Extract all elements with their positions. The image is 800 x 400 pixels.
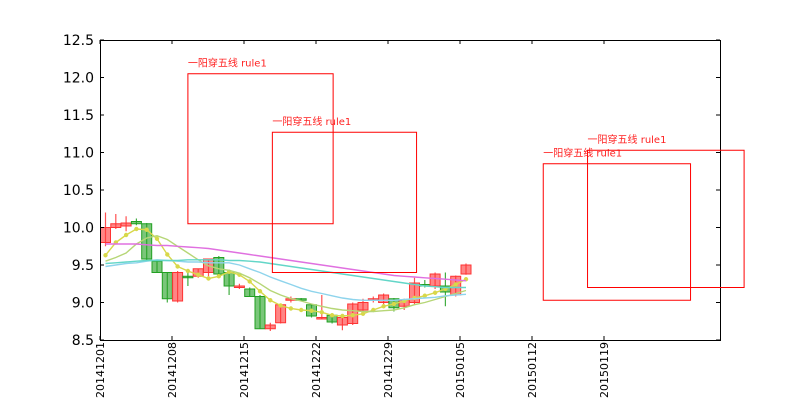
annotation-label: 一阳穿五线 rule1 xyxy=(188,57,267,70)
candle-body xyxy=(213,257,225,275)
candle-body xyxy=(254,296,266,330)
ma-point xyxy=(453,282,458,287)
candle-body xyxy=(264,324,276,330)
candle xyxy=(254,295,266,330)
ma-point xyxy=(154,236,160,241)
x-tick-label: 20141208 xyxy=(166,342,179,398)
x-tick-label: 20141229 xyxy=(382,342,395,398)
ma-line xyxy=(105,243,467,282)
annotation-box xyxy=(587,149,745,288)
candle-body xyxy=(378,294,390,303)
ma-point xyxy=(144,227,149,232)
candle xyxy=(409,277,420,305)
candle-body xyxy=(161,272,173,300)
annotation-box xyxy=(187,73,334,225)
x-tick-label: 20150105 xyxy=(454,342,467,398)
ma-point xyxy=(103,253,108,258)
candle-body xyxy=(244,288,256,297)
candle xyxy=(151,260,163,273)
ma-point xyxy=(268,298,273,303)
candle xyxy=(120,216,132,232)
ma-point xyxy=(299,307,304,313)
candle xyxy=(130,218,142,226)
candle xyxy=(172,271,184,303)
candle-body xyxy=(151,260,163,273)
ma-point xyxy=(175,264,180,269)
x-tick-label: 20150112 xyxy=(526,342,539,398)
x-tick-label: 20141215 xyxy=(238,342,251,398)
candle xyxy=(182,272,194,286)
ma-point xyxy=(422,293,427,298)
ma-point xyxy=(257,289,263,294)
ma-line xyxy=(105,259,466,289)
y-tick-label: 10.0 xyxy=(63,221,94,237)
annotation-label: 一阳穿五线 rule1 xyxy=(272,115,351,128)
y-tick-label: 12.0 xyxy=(63,71,94,87)
ma-point xyxy=(247,279,252,284)
candle xyxy=(233,283,245,289)
annotation-label: 一阳穿五线 rule1 xyxy=(543,147,622,160)
annotation: 一阳穿五线 rule1 xyxy=(271,115,418,273)
candle xyxy=(264,322,276,331)
ma-line xyxy=(105,234,467,313)
candle-body xyxy=(429,273,441,287)
y-tick-label: 9.0 xyxy=(72,296,94,312)
candle xyxy=(378,293,390,304)
candle-body xyxy=(110,223,122,228)
candle-body xyxy=(130,221,142,225)
ma-point xyxy=(309,308,314,313)
candle xyxy=(161,272,173,303)
candle-body xyxy=(100,227,111,243)
x-tick-label: 20150119 xyxy=(598,342,611,398)
candle-body xyxy=(409,282,420,303)
ma-point xyxy=(185,268,191,274)
x-tick-label: 20141222 xyxy=(310,342,323,398)
ma-point xyxy=(288,306,294,311)
y-tick-label: 8.5 xyxy=(72,333,94,349)
ma-point xyxy=(340,313,345,319)
candle-body xyxy=(120,222,132,227)
ma-point xyxy=(391,301,397,307)
annotation: 一阳穿五线 rule1 xyxy=(587,133,745,288)
ma-point xyxy=(278,303,283,308)
y-tick-label: 11.5 xyxy=(63,108,94,124)
candle-body xyxy=(357,302,369,311)
annotation-box xyxy=(271,131,418,273)
y-tick-label: 9.5 xyxy=(72,258,94,274)
ma-point xyxy=(350,313,355,318)
candle-body xyxy=(460,264,472,275)
candle xyxy=(244,287,256,297)
candle-body xyxy=(233,285,245,288)
x-tick-label: 20141201 xyxy=(94,342,107,398)
candle-body xyxy=(182,275,194,279)
ma-point xyxy=(134,226,139,232)
candle-body xyxy=(223,272,235,287)
ma-point xyxy=(319,310,324,315)
ma-point xyxy=(165,252,170,257)
y-tick-label: 12.5 xyxy=(63,33,94,49)
ma-point xyxy=(432,290,438,295)
y-tick-label: 11.0 xyxy=(63,146,94,162)
candle-body xyxy=(336,317,348,326)
ma-point xyxy=(329,313,335,318)
annotation-label: 一阳穿五线 rule1 xyxy=(588,133,667,146)
ma-point xyxy=(123,232,129,238)
ma-point xyxy=(206,276,211,281)
candle-body xyxy=(316,317,328,320)
ma-point xyxy=(216,274,221,279)
ma-point xyxy=(381,304,386,309)
ma-point xyxy=(196,272,201,277)
candle-body xyxy=(172,272,184,302)
annotation-box xyxy=(542,163,692,301)
candle xyxy=(213,256,225,277)
annotation: 一阳穿五线 rule1 xyxy=(187,57,334,225)
ma-point xyxy=(360,311,366,316)
y-tick-label: 10.5 xyxy=(63,183,94,199)
candle xyxy=(460,263,472,275)
